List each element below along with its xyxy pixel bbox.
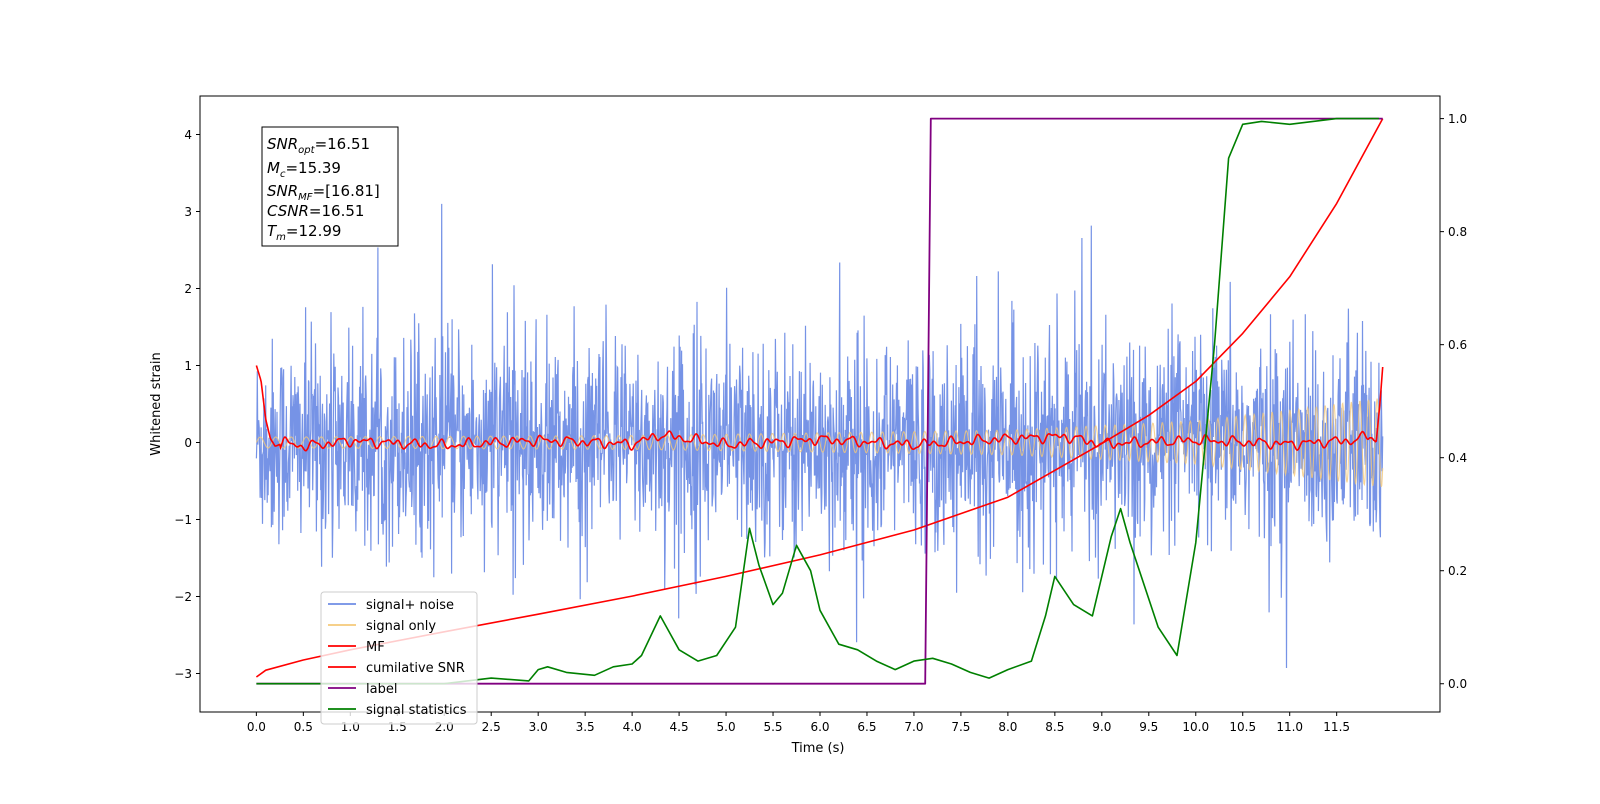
- annotation-mc-value: =15.39: [285, 159, 341, 177]
- annotation-mc: Mc=15.39: [267, 159, 341, 180]
- y2-tick-label: 0.8: [1448, 225, 1467, 239]
- legend-frame: [320, 591, 478, 725]
- x-tick-label: 6.5: [857, 720, 876, 734]
- x-tick-label: 11.0: [1276, 720, 1303, 734]
- legend-label-signal-only: signal only: [366, 619, 436, 634]
- y-tick-label: 3: [184, 205, 192, 219]
- x-tick-label: 4.5: [670, 720, 689, 734]
- annotation-snr-mf-sub: MF: [298, 192, 313, 203]
- y-tick-label: −2: [174, 590, 192, 604]
- annotation-box: SNRopt=16.51 Mc=15.39 SNRMF=[16.81] CSNR…: [261, 126, 399, 247]
- x-tick-label: 3.0: [529, 720, 548, 734]
- legend-label-cumulative-snr: cumilative SNR: [366, 661, 465, 676]
- annotation-snr-opt-value: =16.51: [315, 135, 371, 153]
- annotation-snr-opt-sub: opt: [298, 145, 315, 156]
- x-tick-label: 9.0: [1092, 720, 1111, 734]
- legend-label-mf: MF: [366, 640, 385, 655]
- x-tick-label: 9.5: [1139, 720, 1158, 734]
- x-axis-label: Time (s): [791, 741, 845, 756]
- y-tick-label: 4: [184, 128, 192, 142]
- series-signal-noise-line: [255, 203, 1384, 669]
- annotation-tm-value: =12.99: [286, 222, 342, 240]
- legend-label-signal-noise: signal+ noise: [366, 598, 454, 613]
- x-tick-label: 8.0: [998, 720, 1017, 734]
- x-tick-label: 10.5: [1229, 720, 1256, 734]
- y-tick-label: 0: [184, 436, 192, 450]
- annotation-snr-opt-symbol: SNR: [267, 135, 298, 153]
- x-tick-label: 2.5: [482, 720, 501, 734]
- annotation-tm-symbol: T: [267, 222, 278, 240]
- annotation-tm: Tm=12.99: [267, 222, 341, 243]
- annotation-csnr-symbol: CSNR: [267, 202, 309, 220]
- x-tick-label: 6.0: [810, 720, 829, 734]
- x-tick-label: 7.5: [951, 720, 970, 734]
- annotation-csnr-value: =16.51: [309, 202, 365, 220]
- series-signal-only-line: [255, 398, 1384, 487]
- series-mf-line: [255, 365, 1384, 452]
- y2-tick-label: 0.0: [1448, 677, 1467, 691]
- x-tick-label: 0.0: [247, 720, 266, 734]
- y-axis-label: Whitened strain: [149, 352, 164, 455]
- y2-tick-label: 0.6: [1448, 338, 1467, 352]
- annotation-mc-symbol: M: [267, 159, 280, 177]
- x-tick-label: 4.0: [623, 720, 642, 734]
- legend-label-signal-statistics: signal statistics: [366, 703, 467, 718]
- x-tick-label: 5.5: [763, 720, 782, 734]
- y2-tick-label: 0.2: [1448, 564, 1467, 578]
- x-tick-label: 10.0: [1182, 720, 1209, 734]
- x-tick-label: 3.5: [576, 720, 595, 734]
- annotation-snr-mf: SNRMF=[16.81]: [267, 182, 380, 203]
- y-tick-label: 1: [184, 359, 192, 373]
- x-tick-label: 0.5: [294, 720, 313, 734]
- y-tick-label: 2: [184, 282, 192, 296]
- annotation-snr-mf-value: =[16.81]: [313, 182, 380, 200]
- x-tick-label: 7.0: [904, 720, 923, 734]
- annotation-mc-sub: c: [280, 169, 286, 180]
- annotation-frame: [261, 126, 399, 247]
- series-label-line: [256, 117, 1383, 685]
- annotation-csnr: CSNR=16.51: [267, 202, 364, 220]
- annotation-snr-opt: SNRopt=16.51: [267, 135, 370, 156]
- x-tick-label: 11.5: [1323, 720, 1350, 734]
- series-signal-statistics-line: [256, 117, 1379, 685]
- annotation-tm-sub: m: [276, 232, 286, 243]
- y-tick-label: −3: [174, 667, 192, 681]
- x-tick-label: 8.5: [1045, 720, 1064, 734]
- y2-tick-label: 0.4: [1448, 451, 1467, 465]
- legend-label-label: label: [366, 682, 397, 697]
- legend: signal+ noise signal only MF cumilative …: [320, 591, 478, 725]
- y2-tick-label: 1.0: [1448, 112, 1467, 126]
- x-tick-label: 5.0: [717, 720, 736, 734]
- annotation-snr-mf-symbol: SNR: [267, 182, 298, 200]
- y-tick-label: −1: [174, 513, 192, 527]
